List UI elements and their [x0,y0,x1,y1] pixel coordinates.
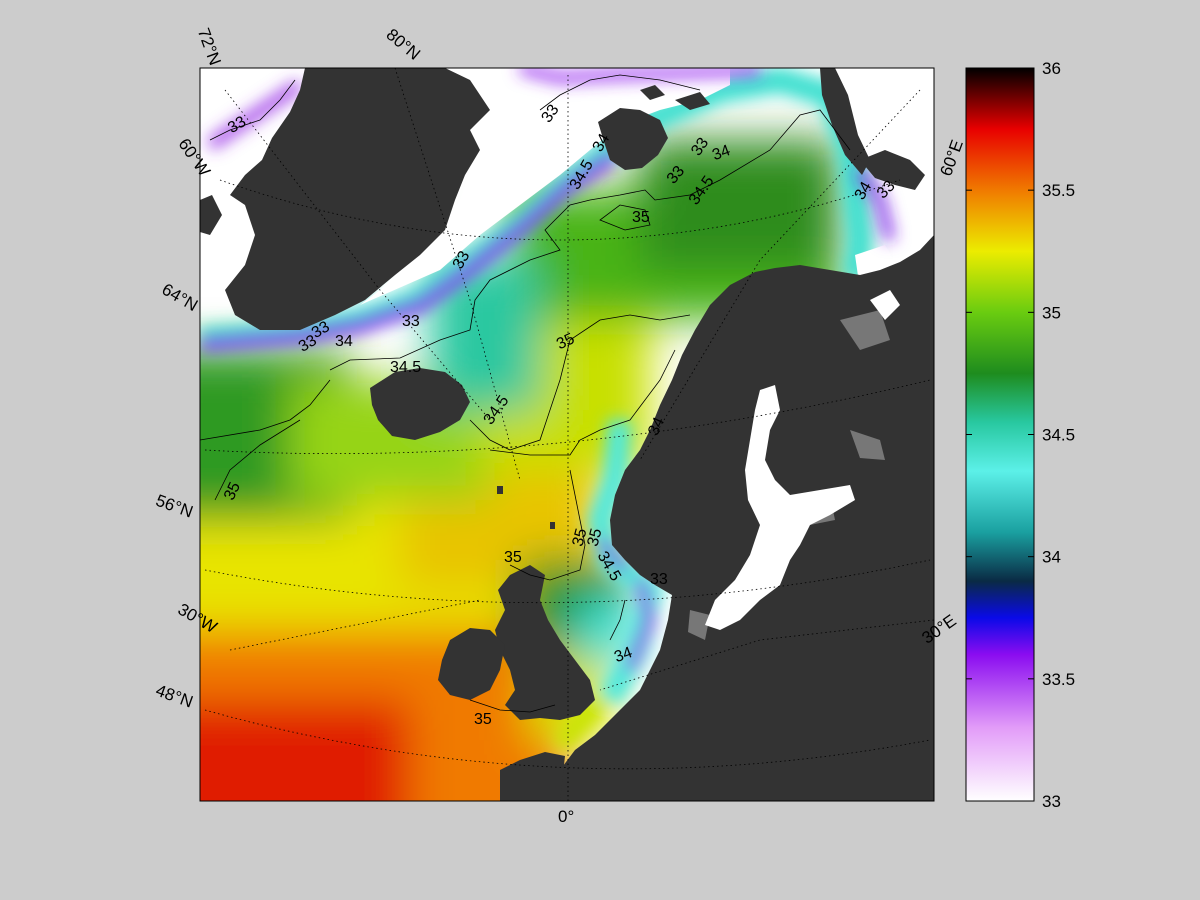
contour-label: 33 [450,248,474,272]
contour-label: 33 [309,318,333,342]
contour-label: 35 [504,549,522,566]
contour-label: 35 [474,711,492,728]
contour-label: 33 [296,332,320,356]
contour-label: 35 [570,527,591,549]
svalbard-land [598,108,668,170]
contour-label: 34 [590,131,614,155]
contour-label: 34 [710,142,733,164]
lat-label-72n: 72°N [194,26,225,68]
ireland-land [438,628,505,700]
great-britain-land [495,565,595,720]
map-panel: 33 33 33 33 33 33 33 34.5 34 34 33 34.5 … [200,68,934,801]
colorbar-tick-label: 35 [1042,303,1061,322]
land-masses [200,68,934,801]
iceland-land [370,368,470,440]
contour-label: 34 [612,644,635,666]
lat-label-64n: 64°N [159,280,201,315]
lat-label-80n: 80°N [383,25,424,64]
contour-label: 34 [645,415,668,438]
contour-label: 34 [335,333,353,350]
contour-label: 34 [852,179,876,203]
colorbar-gradient [966,68,1034,801]
lon-label-0: 0° [558,807,574,826]
baltic-sea-mask [705,290,900,630]
greenland-land [225,68,490,330]
scandinavia-land [555,235,934,801]
colorbar-tick-label: 34.5 [1042,426,1075,445]
contour-label: 35 [221,480,244,503]
contour-label: 35 [554,330,577,353]
colorbar-tick-label: 33.5 [1042,670,1075,689]
lon-label-60e: 60°E [936,137,967,178]
contour-label: 33 [402,313,420,330]
colorbar-tick-label: 33 [1042,792,1061,811]
colorbar-ticks: 36 35.5 35 34.5 34 33.5 33 [966,59,1075,811]
colorbar-tick-label: 36 [1042,59,1061,78]
colorbar: 36 35.5 35 34.5 34 33.5 33 [965,59,1075,811]
lat-label-56n: 56°N [153,491,195,522]
contour-label: 34.5 [390,359,421,376]
colorbar-tick-label: 35.5 [1042,181,1075,200]
contour-label: 35 [585,527,606,549]
contour-lines [200,74,851,713]
contour-label: 33 [650,571,668,588]
colorbar-tick-label: 34 [1042,548,1061,567]
contour-label: 35 [632,209,650,226]
lat-label-48n: 48°N [153,681,195,712]
map-frame [199,67,935,802]
graticule-lines [204,68,934,801]
contour-label: 33 [225,113,249,137]
